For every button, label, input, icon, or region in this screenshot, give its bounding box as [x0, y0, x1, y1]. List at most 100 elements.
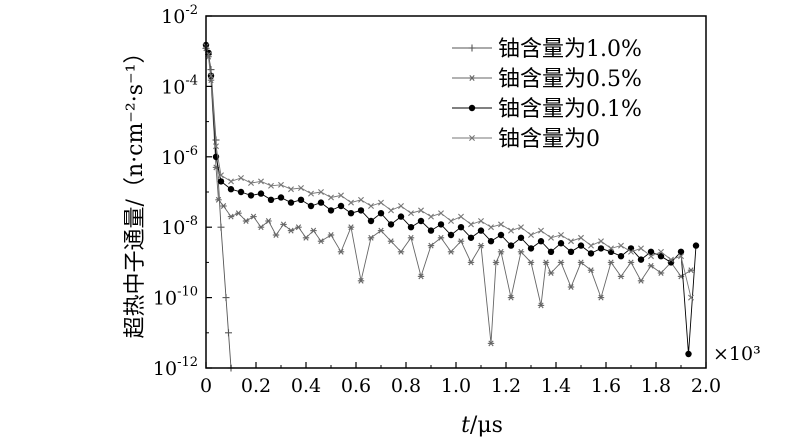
data-point — [257, 190, 265, 197]
data-point — [398, 203, 404, 209]
y-tick-label: 10-12 — [153, 355, 198, 380]
legend-label: 铀含量为0.1% — [498, 97, 642, 122]
data-point — [538, 227, 544, 234]
y-axis-title: 超热中子通量/（n·cm⁻²·s⁻¹） — [123, 42, 148, 339]
data-point — [298, 185, 304, 191]
data-point — [518, 224, 524, 231]
data-point — [237, 188, 245, 196]
data-point — [598, 238, 604, 245]
data-point — [457, 224, 465, 231]
data-point — [225, 329, 232, 337]
data-point — [628, 248, 634, 255]
data-point — [257, 224, 265, 231]
data-point — [618, 242, 624, 249]
data-point — [397, 248, 405, 255]
data-point — [408, 210, 414, 217]
data-point — [387, 238, 395, 245]
data-point — [567, 284, 575, 290]
data-point — [227, 186, 235, 193]
data-point — [658, 248, 664, 255]
data-point — [608, 245, 614, 252]
data-point — [367, 217, 375, 225]
data-point — [647, 262, 655, 269]
data-point — [228, 178, 234, 185]
data-point — [617, 253, 625, 260]
x-multiplier-label: ×10³ — [713, 343, 761, 365]
data-point — [427, 242, 435, 249]
data-point — [568, 238, 574, 245]
data-point — [637, 256, 645, 263]
data-point — [235, 210, 242, 217]
data-point — [310, 227, 317, 234]
data-point — [468, 221, 474, 228]
data-point — [668, 256, 674, 263]
data-point — [217, 178, 225, 185]
data-point — [607, 248, 615, 256]
data-point — [347, 209, 355, 217]
data-point — [357, 207, 365, 214]
data-point — [357, 277, 365, 284]
data-point — [557, 259, 565, 266]
data-point — [295, 224, 302, 231]
y-tick-label: 10-10 — [153, 285, 198, 310]
data-point — [567, 248, 575, 256]
data-point — [407, 224, 415, 231]
data-point — [478, 218, 484, 224]
data-point — [287, 227, 295, 234]
data-point — [327, 232, 335, 238]
x-tick-label: 1.4 — [541, 375, 571, 397]
data-point — [527, 259, 535, 266]
data-point — [297, 196, 305, 204]
x-tick-label: 0.2 — [241, 375, 271, 397]
legend-item: 铀含量为0 — [452, 127, 600, 152]
data-point — [337, 202, 345, 210]
data-point — [205, 51, 212, 58]
data-point — [692, 242, 700, 249]
data-point — [328, 194, 334, 201]
data-point — [597, 294, 605, 301]
data-point — [317, 199, 325, 206]
data-point — [287, 199, 295, 206]
y-tick-label: 10-6 — [161, 144, 198, 169]
series-1 — [202, 44, 235, 372]
data-point — [280, 221, 287, 228]
data-point — [427, 227, 435, 234]
data-point — [577, 259, 585, 266]
data-point — [508, 227, 514, 234]
series-layer — [202, 41, 700, 372]
data-point — [492, 259, 500, 266]
data-point — [677, 248, 685, 256]
data-point — [418, 207, 424, 214]
series-4 — [203, 43, 694, 301]
data-point — [517, 234, 525, 241]
data-point — [542, 259, 550, 266]
data-point — [507, 294, 515, 301]
data-point — [468, 44, 476, 52]
data-point — [627, 259, 635, 266]
data-point — [302, 234, 310, 241]
data-point — [537, 238, 545, 245]
data-point — [213, 143, 219, 150]
x-tick-label: 1.6 — [591, 375, 621, 397]
data-point — [215, 196, 222, 203]
data-point — [467, 259, 475, 266]
data-point — [308, 190, 314, 197]
data-point — [648, 253, 654, 260]
data-point — [638, 245, 644, 252]
data-point — [438, 210, 444, 217]
data-point — [607, 259, 615, 266]
data-point — [317, 238, 325, 245]
data-point — [477, 227, 485, 234]
data-point — [527, 245, 535, 252]
legend-item: 铀含量为1.0% — [452, 37, 642, 62]
data-point — [208, 72, 214, 79]
data-point — [387, 221, 395, 228]
data-point — [267, 196, 275, 204]
data-point — [528, 232, 534, 238]
data-point — [537, 302, 545, 309]
data-point — [467, 234, 475, 241]
data-point — [397, 213, 405, 220]
legend-label: 铀含量为1.0% — [498, 37, 642, 62]
data-point — [348, 199, 354, 206]
